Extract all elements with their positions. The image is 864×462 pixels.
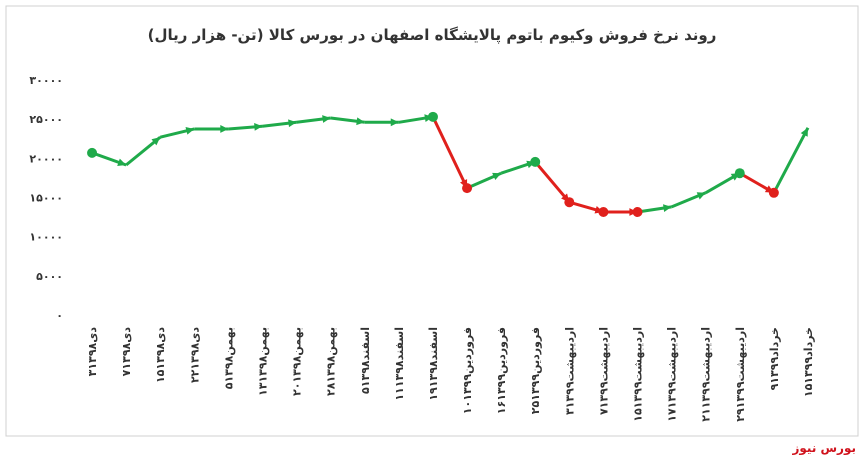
y-tick-label: ۱۰۰۰۰ [29, 231, 63, 244]
x-tick-label: ۷اردیبهشت۱۳۹۹ [597, 327, 610, 415]
x-tick-label: ۳دی۱۳۹۸ [86, 327, 99, 377]
point [530, 156, 541, 167]
y-tick-label: ۲۵۰۰۰ [29, 113, 63, 126]
chart-frame [5, 5, 859, 437]
x-tick-label: ۲۹اردیبهشت۱۳۹۹ [734, 327, 747, 422]
x-tick-label: ۳اردیبهشت۱۳۹۹ [563, 327, 576, 415]
y-tick-label: ۳۰۰۰۰ [29, 74, 63, 87]
x-tick-label: ۲۵فروردین۱۳۹۹ [529, 327, 542, 414]
line-segment [534, 160, 571, 204]
arrow-head [288, 119, 297, 128]
line-segment [431, 116, 469, 189]
arrow-head [492, 172, 502, 181]
point [632, 206, 643, 217]
point [462, 183, 473, 194]
arrow-head [356, 117, 365, 126]
x-tick-label: ۱۵دی۱۳۹۸ [154, 327, 167, 383]
x-tick-label: ۱۵اردیبهشت۱۳۹۹ [632, 327, 645, 422]
arrow-head [662, 204, 672, 212]
point [564, 197, 575, 208]
arrow-head [254, 122, 263, 131]
line-segment [772, 127, 810, 194]
point [768, 187, 779, 198]
point [87, 147, 98, 158]
y-tick-label: ۵۰۰۰ [36, 270, 63, 283]
source: بورس نیوز [791, 441, 856, 456]
arrow-head [185, 127, 195, 135]
x-tick-label: ۲۱اردیبهشت۱۳۹۹ [700, 327, 713, 422]
arrow-head [220, 125, 229, 133]
x-tick-label: ۲۰بهمن۱۳۹۸ [291, 327, 304, 396]
x-tick-label: ۵اسفند۱۳۹۸ [359, 327, 372, 394]
y-tick-label: ۱۵۰۰۰ [29, 192, 63, 205]
chart-title: روند نرخ فروش وکیوم باتوم پالایشگاه اصفه… [148, 26, 717, 45]
x-tick-label: ۱۰فروردین۱۳۹۹ [461, 327, 474, 414]
x-tick-label: ۵بهمن۱۳۹۸ [222, 327, 235, 389]
point [734, 168, 745, 179]
x-tick-label: ۱۶فروردین۱۳۹۹ [495, 327, 508, 414]
arrow-head [390, 118, 399, 127]
x-tick-label: ۱۹اسفند۱۳۹۸ [427, 327, 440, 401]
arrow-head [696, 192, 706, 200]
x-tick-label: ۲۲دی۱۳۹۸ [188, 327, 201, 383]
x-tick-label: ۱۳بهمن۱۳۹۸ [257, 327, 270, 396]
point [598, 206, 609, 217]
arrow-head [800, 127, 808, 137]
x-tick-label: ۱۷اردیبهشت۱۳۹۹ [666, 327, 679, 422]
point [427, 111, 438, 122]
x-tick-label: ۷دی۱۳۹۸ [120, 327, 133, 377]
x-tick-label: ۲۸بهمن۱۳۹۸ [325, 327, 338, 396]
arrow-head [117, 158, 127, 166]
x-tick-label: ۱۱اسفند۱۳۹۸ [393, 327, 406, 401]
x-tick-label: ۱۵خرداد۱۳۹۹ [802, 327, 815, 397]
y-tick-label: ۲۰۰۰۰ [29, 152, 63, 165]
x-tick-label: ۹خرداد۱۳۹۹ [768, 327, 781, 390]
y-tick-label: ۰ [56, 309, 63, 322]
arrow-head [151, 137, 161, 146]
arrow-head [322, 115, 331, 123]
